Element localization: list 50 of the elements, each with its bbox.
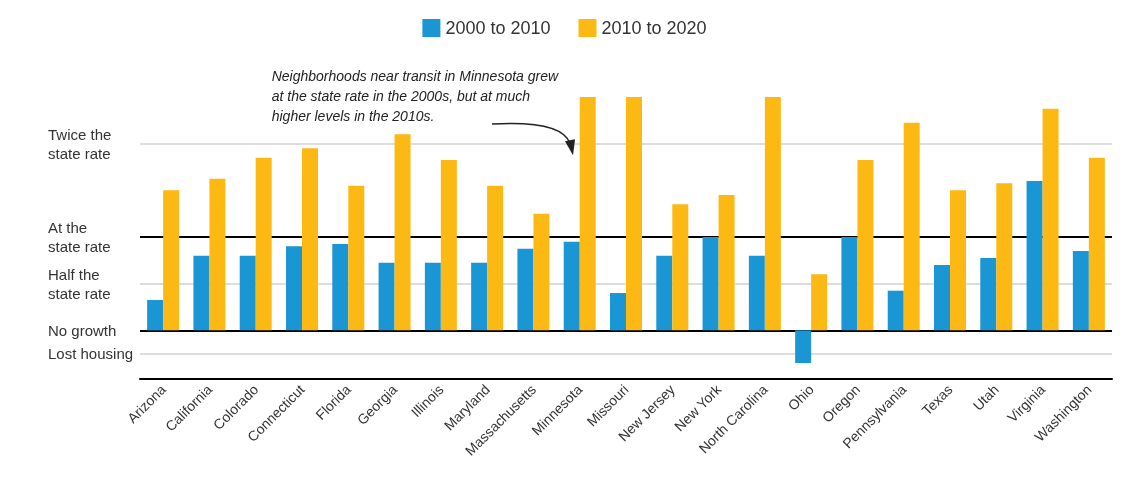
bar xyxy=(487,185,504,331)
ref-line-label: Lost housing xyxy=(48,345,134,363)
bar xyxy=(286,246,302,331)
bar xyxy=(656,255,673,331)
ref-line-label: Half the state rate xyxy=(48,265,111,302)
bar xyxy=(302,148,318,331)
bar xyxy=(1042,108,1059,331)
bar xyxy=(1088,157,1105,331)
bar xyxy=(718,195,735,331)
bar xyxy=(193,255,210,331)
bar xyxy=(332,244,349,331)
bar xyxy=(579,97,596,331)
bar xyxy=(672,204,689,331)
bar xyxy=(471,262,488,331)
bar xyxy=(209,178,226,331)
bar xyxy=(517,248,534,331)
bar xyxy=(239,255,256,331)
bar xyxy=(795,330,812,364)
ref-line-label: Twice the state rate xyxy=(48,125,112,162)
bar xyxy=(903,122,920,331)
bar xyxy=(764,97,781,331)
bar xyxy=(950,190,966,331)
bar xyxy=(748,255,765,331)
bar xyxy=(841,237,858,331)
bar xyxy=(996,183,1013,331)
bar xyxy=(934,265,950,331)
ref-line-label: At the state rate xyxy=(48,219,111,256)
bar xyxy=(163,190,180,331)
bar xyxy=(1026,181,1043,331)
bar xyxy=(1072,251,1089,331)
bar xyxy=(887,290,904,331)
bar xyxy=(255,157,272,331)
annotation: Neighborhoods near transit in Minnesota grew at the state rate in the 2000s, but at much higher levels in the 2010s. xyxy=(271,67,560,126)
bar xyxy=(563,241,580,331)
bar xyxy=(424,262,441,331)
bar xyxy=(147,300,164,331)
bar xyxy=(610,293,626,331)
bar xyxy=(626,97,642,331)
bar xyxy=(857,160,874,331)
bar xyxy=(440,160,457,331)
legend-label: 2000 to 2010 xyxy=(445,18,551,38)
legend-label: 2010 to 2020 xyxy=(601,18,707,38)
ref-line-label: No growth xyxy=(48,321,117,339)
bar xyxy=(348,185,365,331)
bar xyxy=(533,213,550,331)
bar xyxy=(811,274,828,331)
bar xyxy=(980,258,997,331)
bar xyxy=(702,237,719,331)
bar xyxy=(394,134,411,331)
bar xyxy=(378,262,395,331)
